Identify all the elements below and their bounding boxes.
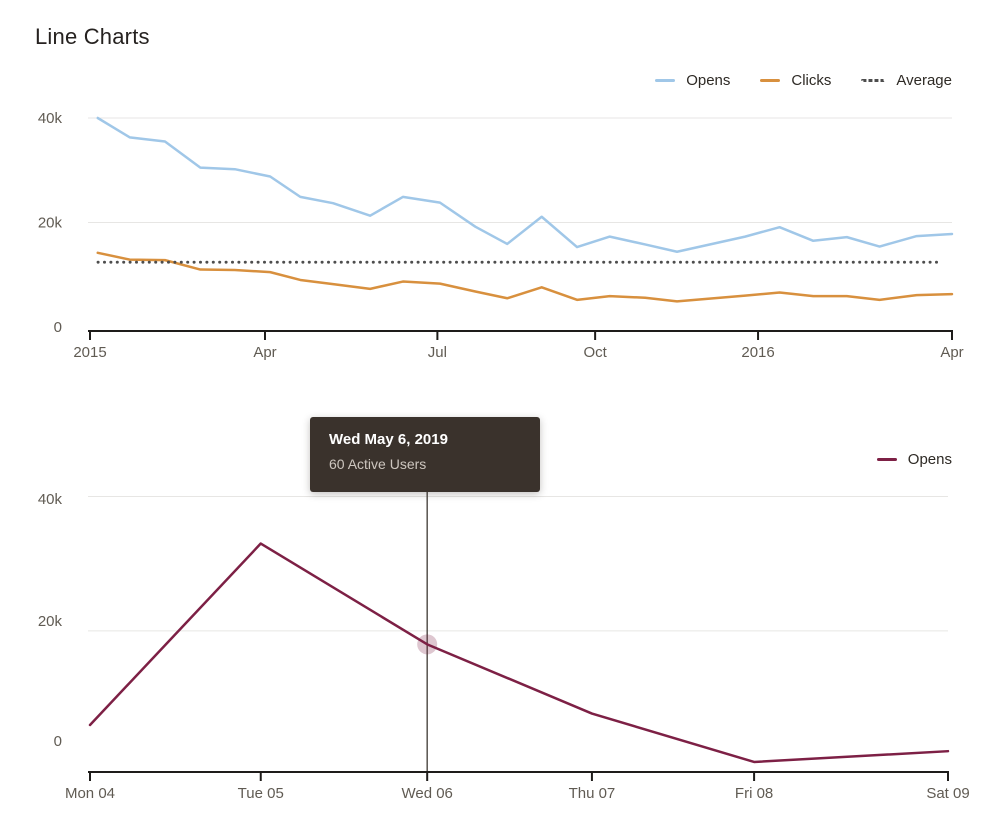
x-axis-tick-label: Jul (428, 344, 447, 361)
x-axis-tick-label: Fri 08 (735, 785, 773, 802)
x-axis-tick-label: Apr (940, 344, 963, 361)
legend-label-clicks: Clicks (791, 72, 832, 89)
legend-label-opens: Opens (686, 72, 731, 89)
legend-item-opens-2[interactable]: Opens (876, 451, 952, 468)
opens-line-swatch-icon (655, 79, 676, 82)
tooltip-date: Wed May 6, 2019 (329, 431, 448, 448)
opens-clicks-line-chart[interactable]: 40k 20k 0 2015 Apr Jul Oct 2016 Apr (0, 95, 1000, 365)
y-axis-tick-label: 0 (54, 733, 62, 750)
opens-maroon-swatch-icon (876, 458, 897, 461)
chart-tooltip: Wed May 6, 2019 60 Active Users (310, 417, 540, 492)
x-axis-tick-label: 2016 (741, 344, 774, 361)
chart1-legend: Opens Clicks Average (655, 72, 952, 89)
active-users-line-chart[interactable]: 40k 20k 0 Mon 04 Tue 05 Wed 06 Thu 07 Fri 08 Sat… (0, 480, 1000, 805)
y-axis-tick-label: 0 (54, 319, 62, 336)
y-axis-tick-label: 40k (38, 110, 63, 127)
x-axis-tick-label: Mon 04 (65, 785, 115, 802)
legend-label-opens-2: Opens (907, 451, 952, 468)
legend-item-clicks[interactable]: Clicks (760, 72, 831, 89)
y-axis-tick-label: 20k (38, 613, 63, 630)
x-axis-tick-label: 2015 (73, 344, 106, 361)
x-axis-tick-label: Thu 07 (569, 785, 616, 802)
chart2-legend: Opens (876, 451, 952, 468)
clicks-line-series (96, 251, 954, 303)
x-axis-tick-label: Sat 09 (926, 785, 969, 802)
legend-label-average: Average (896, 72, 952, 89)
opens-line-series (96, 116, 954, 254)
x-axis-tick-label: Oct (583, 344, 607, 361)
legend-item-opens[interactable]: Opens (655, 72, 730, 89)
x-axis-tick-label: Tue 05 (238, 785, 284, 802)
tooltip-value: 60 Active Users (329, 456, 427, 472)
average-dotted-swatch-icon (861, 79, 886, 82)
clicks-line-swatch-icon (760, 79, 781, 82)
y-axis-tick-label: 20k (38, 215, 63, 232)
opens-line-series (88, 542, 950, 764)
x-axis-tick-label: Wed 06 (401, 785, 452, 802)
y-axis-tick-label: 40k (38, 491, 63, 508)
page-title: Line Charts (35, 24, 150, 49)
x-axis-tick-label: Apr (253, 344, 276, 361)
legend-item-average[interactable]: Average (861, 72, 952, 89)
